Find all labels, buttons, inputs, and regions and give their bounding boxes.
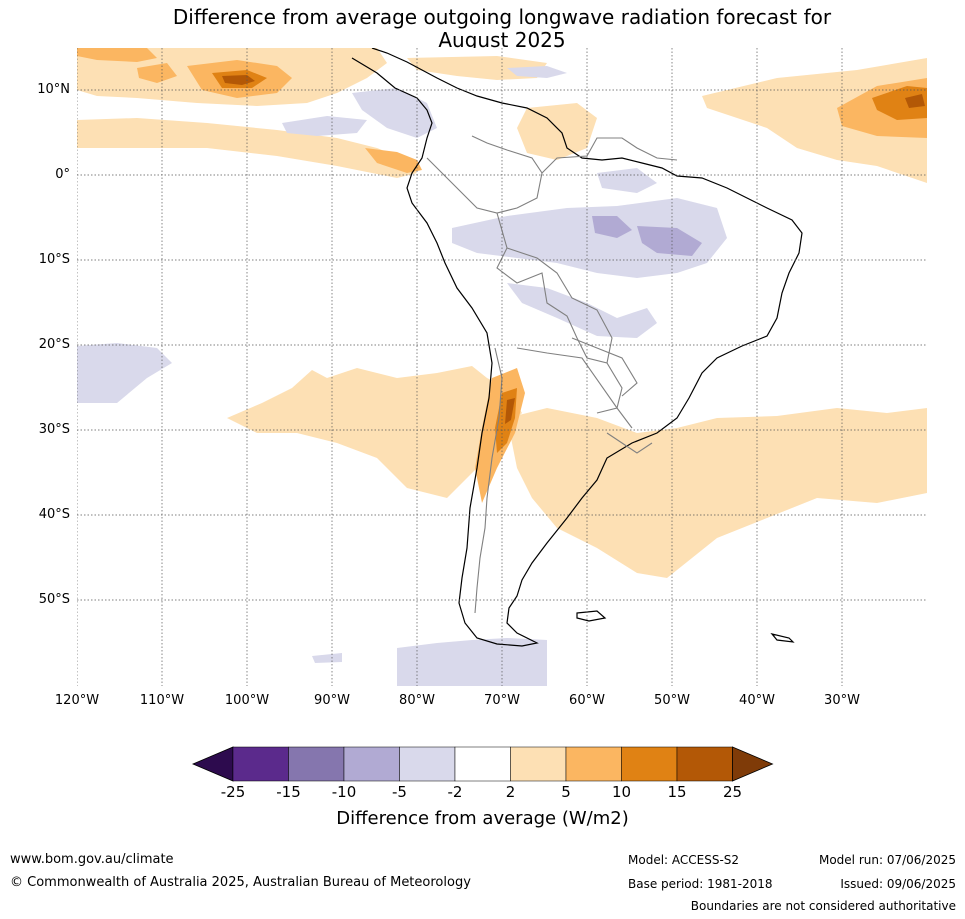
lon-label-60w: 60°W <box>569 693 605 708</box>
lon-label-120w: 120°W <box>54 693 100 708</box>
anomaly-region-south-pacific <box>227 366 522 498</box>
footer-website[interactable]: www.bom.gov.au/climate <box>10 852 174 867</box>
map-title-line1: Difference from average outgoing longwav… <box>172 5 832 29</box>
border-bolivia <box>506 247 613 364</box>
lon-label-80w: 80°W <box>399 693 435 708</box>
anomaly-region-andes-peak <box>505 398 515 424</box>
graticule <box>77 48 927 686</box>
anomaly-region-drake-small <box>312 653 342 663</box>
map-panel <box>77 48 927 686</box>
lon-label-90w: 90°W <box>314 693 350 708</box>
colorbar-swatch <box>676 746 733 782</box>
colorbar-swatch <box>232 746 289 782</box>
footer-disclaimer: Boundaries are not considered authoritat… <box>690 899 956 913</box>
colorbar-swatch <box>510 746 567 782</box>
colorbar-swatch <box>399 746 456 782</box>
colorbar-tick-label: 2 <box>505 783 516 801</box>
footer-model-run: Model run: 07/06/2025 <box>818 853 956 867</box>
lon-label-110w: 110°W <box>139 693 185 708</box>
colorbar-swatches <box>191 746 774 782</box>
lon-label-50w: 50°W <box>654 693 690 708</box>
footer-model: Model: ACCESS-S2 <box>628 853 740 867</box>
colorbar-swatch <box>454 746 511 782</box>
anomaly-region-southeast-pacific <box>77 343 172 403</box>
anomaly-region-caribbean <box>407 56 547 80</box>
lat-label-10n: 10°N <box>37 82 70 97</box>
anomaly-region-amazon-core <box>592 216 632 238</box>
colorbar-swatch <box>565 746 622 782</box>
anomaly-region-north-band-2 <box>77 118 417 178</box>
colorbar-arrow-high <box>732 746 774 782</box>
lat-label-50s: 50°S <box>38 592 70 607</box>
border-colombia-peru <box>426 135 543 214</box>
colorbar-tick-label: 25 <box>722 783 743 801</box>
footer-issued: Issued: 09/06/2025 <box>840 877 956 891</box>
border-brazil-west <box>496 212 623 414</box>
anomaly-region-brazil-south <box>507 283 657 338</box>
lon-label-70w: 70°W <box>484 693 520 708</box>
colorbar-tick-label: -15 <box>276 783 301 801</box>
anomaly-region-south-atlantic <box>507 408 927 578</box>
lon-label-100w: 100°W <box>224 693 270 708</box>
anomaly-region-central-america <box>352 88 437 138</box>
colorbar-tick-label: -5 <box>392 783 407 801</box>
map-title-line2: August 2025 <box>438 28 566 52</box>
colorbar-tick-label: 10 <box>611 783 632 801</box>
colorbar-swatch <box>343 746 400 782</box>
anomaly-region-east-atlantic <box>702 58 927 183</box>
lon-label-40w: 40°W <box>739 693 775 708</box>
negative-anomaly-regions <box>77 66 727 686</box>
colorbar-swatch <box>621 746 678 782</box>
colorbar <box>191 746 774 782</box>
lat-label-0: 0° <box>55 167 70 182</box>
footer-copyright: © Commonwealth of Australia 2025, Austra… <box>10 875 471 890</box>
colorbar-swatch <box>288 746 345 782</box>
lat-label-40s: 40°S <box>38 507 70 522</box>
colorbar-tick-label: 5 <box>561 783 571 801</box>
lon-label-30w: 30°W <box>824 693 860 708</box>
anomaly-region-north-amazon <box>597 168 657 193</box>
anomaly-region-amazon <box>452 198 727 278</box>
anomaly-region-east-atlantic-peak <box>905 94 925 108</box>
anomaly-region-north-small-2 <box>137 63 177 83</box>
anomaly-region-north-pacific <box>282 116 367 136</box>
positive-anomaly-regions <box>77 48 927 578</box>
anomaly-region-east-atlantic-core <box>872 86 927 120</box>
border-uruguay <box>606 432 653 454</box>
lat-label-30s: 30°S <box>38 422 70 437</box>
anomaly-region-caribbean-neg <box>507 66 567 78</box>
anomaly-region-amazon-core-2 <box>637 226 702 256</box>
lat-label-10s: 10°S <box>38 252 70 267</box>
border-venezuela-guyana <box>541 137 678 174</box>
colorbar-tick-label: -10 <box>331 783 357 801</box>
lat-label-20s: 20°S <box>38 337 70 352</box>
map-svg <box>77 48 927 686</box>
anomaly-region-venezuela <box>517 103 597 160</box>
border-argentina-north <box>516 347 633 429</box>
south-america-coastline <box>351 48 803 647</box>
colorbar-arrow-low <box>191 746 234 782</box>
anomaly-region-drake <box>397 638 547 686</box>
falklands-coastline <box>576 610 607 622</box>
footer-base-period: Base period: 1981-2018 <box>628 877 773 891</box>
colorbar-title: Difference from average (W/m2) <box>336 808 629 829</box>
anomaly-region-north-small <box>77 48 157 62</box>
colorbar-tick-label: -2 <box>447 783 463 801</box>
colorbar-tick-label: 15 <box>667 783 687 801</box>
south-georgia-coastline <box>770 633 795 643</box>
map-title: Difference from average outgoing longwav… <box>77 6 927 52</box>
colorbar-tick-label: -25 <box>220 783 246 801</box>
coastlines <box>351 48 803 647</box>
border-chile-argentina <box>474 347 503 614</box>
anomaly-region-coast-ecuador <box>365 148 422 173</box>
